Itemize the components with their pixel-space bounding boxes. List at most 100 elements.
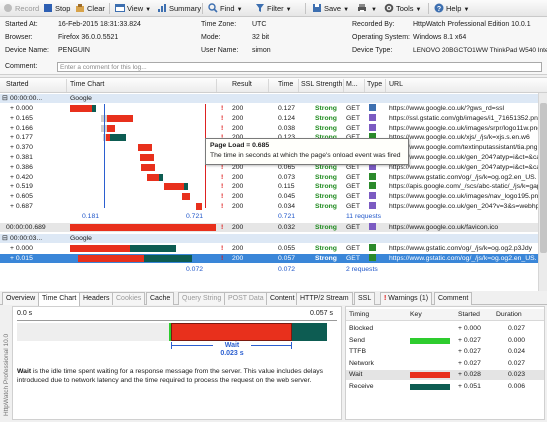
vertical-scrollbar[interactable]: [538, 93, 547, 293]
request-row[interactable]: + 0.386 200 0.065 Strong GET https://www.goog…: [0, 162, 540, 172]
image-type-icon: [369, 123, 376, 133]
request-time: 0.045: [278, 193, 296, 201]
page-group-row[interactable]: ⊟ 00:00:03... Google: [0, 234, 538, 243]
request-row[interactable]: + 0.015 200 0.057 Strong GET https://www.gsta…: [0, 254, 538, 263]
timing-row-send[interactable]: Send + 0.027 0.000: [346, 336, 544, 346]
image-type-icon: [369, 113, 376, 123]
page-group-row[interactable]: ⊟ 00:00:00... Google: [0, 94, 538, 103]
print-button[interactable]: ▼: [357, 2, 377, 15]
tab-overview[interactable]: Overview: [2, 292, 40, 305]
wait-bar: [80, 224, 216, 231]
column-time-chart[interactable]: Time Chart: [70, 81, 105, 88]
tab-time-chart[interactable]: Time Chart: [38, 292, 81, 306]
summary-load-time: 0.072: [186, 266, 204, 273]
tab-cache[interactable]: Cache: [146, 292, 175, 305]
save-button[interactable]: Save ▼: [312, 2, 349, 15]
send-segment: [169, 323, 171, 341]
request-row[interactable]: + 0.165 200 0.124 Strong GET https://ssl.gsta…: [0, 113, 542, 123]
help-button[interactable]: ? Help ▼: [434, 2, 469, 15]
script-type-icon: [369, 244, 376, 253]
column-type[interactable]: Type: [367, 81, 383, 88]
view-button[interactable]: View ▼: [115, 2, 151, 15]
request-ssl: Strong: [315, 245, 337, 252]
timing-duration: 0.024: [508, 348, 526, 355]
comment-field[interactable]: Enter a comment for this log...: [57, 62, 542, 72]
tab-content[interactable]: Content: [266, 292, 299, 305]
scrollbar-thumb[interactable]: [540, 103, 547, 253]
wait-callout-label: Wait: [224, 342, 240, 349]
timing-col-started[interactable]: Started: [458, 311, 480, 318]
warning-icon: !: [221, 203, 224, 210]
request-started: + 0.177: [10, 134, 33, 142]
column-method[interactable]: M...: [346, 81, 358, 88]
request-row[interactable]: + 0.000 200 0.055 Strong GET https://www.gsta…: [0, 244, 538, 253]
column-result[interactable]: Result: [232, 81, 252, 88]
request-time: 0.057: [278, 255, 296, 262]
dom-loaded-marker: [104, 104, 105, 208]
timing-duration: 0.027: [508, 359, 526, 367]
axis-start-label: 0.0 s: [17, 310, 33, 317]
request-url: https://www.google.co.uk/gen_204?atyp=i&…: [389, 154, 541, 161]
toolbar-separator: [305, 3, 306, 14]
clear-button[interactable]: Clear: [75, 2, 105, 15]
timing-row-blocked[interactable]: Blocked + 0.000 0.027: [346, 324, 544, 334]
tab-post-data[interactable]: POST Data: [224, 292, 268, 305]
dimension-tick: [291, 342, 292, 349]
request-url: https://www.gstatic.com/og/_/js/k=og.og2…: [389, 173, 537, 181]
request-row[interactable]: + 0.166 200 0.038 Strong GET https://www.goog…: [0, 123, 542, 133]
tab-ssl[interactable]: SSL: [354, 292, 376, 305]
tab-query-string[interactable]: Query String: [178, 292, 226, 305]
request-result: 200: [232, 124, 244, 132]
request-method: GET: [346, 173, 360, 181]
collapse-icon[interactable]: ⊟: [2, 95, 8, 102]
request-url: https://www.google.co.uk/images/srpr/log…: [389, 124, 542, 132]
description-text: is the idle time spent waiting for a res…: [17, 368, 324, 384]
request-row[interactable]: + 0.420 200 0.073 Strong GET https://www.gsta…: [0, 172, 538, 182]
stop-button[interactable]: Stop: [43, 2, 70, 15]
summary-total-time: 0.721: [278, 213, 296, 220]
timing-name: Wait: [349, 371, 363, 378]
request-row[interactable]: + 0.687 200 0.034 Strong GET https://www.goog…: [0, 202, 539, 211]
recorded-by-value: HttpWatch Professional Edition 10.0.1: [413, 21, 531, 28]
timing-row-ttfb[interactable]: TTFB + 0.027 0.024: [346, 347, 544, 357]
wait-bar: [140, 154, 154, 161]
request-row[interactable]: 00:00:00.689 ! 200 0.032 Strong GET http…: [0, 223, 538, 232]
toolbar-separator: [202, 3, 203, 14]
column-time[interactable]: Time: [278, 81, 294, 88]
timing-col-duration[interactable]: Duration: [496, 311, 522, 318]
timing-col-key[interactable]: Key: [410, 311, 422, 318]
request-row[interactable]: + 0.605 200 0.045 Strong GET https://www.goog…: [0, 192, 542, 201]
request-ssl: Strong: [315, 224, 337, 231]
request-result: 200: [232, 183, 244, 191]
request-row[interactable]: + 0.000 200 0.127 Strong GET https://www.goog…: [0, 104, 538, 113]
tab-warnings-1[interactable]: ! Warnings (1): [380, 292, 433, 305]
request-grid: Started Time Chart Result Time SSL Stren…: [0, 77, 547, 293]
tab-comment[interactable]: Comment: [434, 292, 473, 305]
column-ssl-strength[interactable]: SSL Strength: [301, 81, 343, 88]
user-name-label: User Name:: [201, 47, 239, 54]
timing-row-network[interactable]: Network + 0.027 0.027: [346, 359, 544, 369]
record-button[interactable]: Record: [3, 2, 39, 15]
column-started[interactable]: Started: [6, 81, 29, 88]
request-row[interactable]: + 0.519 200 0.115 Strong GET https://apis.goo…: [0, 182, 541, 191]
tab-http-2-stream[interactable]: HTTP/2 Stream: [296, 292, 353, 305]
request-method: GET: [346, 193, 360, 201]
collapse-icon[interactable]: ⊟: [2, 235, 8, 242]
page-started: 00:00:00...: [10, 95, 43, 102]
summary-button[interactable]: Summary: [157, 2, 201, 15]
timing-row-wait[interactable]: Wait + 0.028 0.023: [346, 370, 544, 380]
find-button[interactable]: Find ▼: [208, 2, 243, 15]
column-url[interactable]: URL: [389, 81, 404, 88]
timing-col-timing[interactable]: Timing: [349, 311, 370, 318]
record-icon: [3, 3, 13, 13]
tools-button[interactable]: Tools ▼: [384, 2, 421, 15]
request-row[interactable]: + 0.177 200 0.123 Strong GET https://www.goog…: [0, 133, 538, 142]
device-name-label: Device Name:: [5, 47, 49, 54]
timing-row-receive[interactable]: Receive + 0.051 0.006: [346, 382, 544, 392]
timing-key-swatch: [410, 372, 450, 378]
tab-cookies[interactable]: Cookies: [112, 292, 146, 305]
tab-headers[interactable]: Headers: [79, 292, 114, 305]
filter-button[interactable]: Filter ▼: [255, 2, 292, 15]
request-method: GET: [346, 183, 360, 191]
request-url: https://www.google.co.uk/favicon.ico: [389, 224, 499, 231]
